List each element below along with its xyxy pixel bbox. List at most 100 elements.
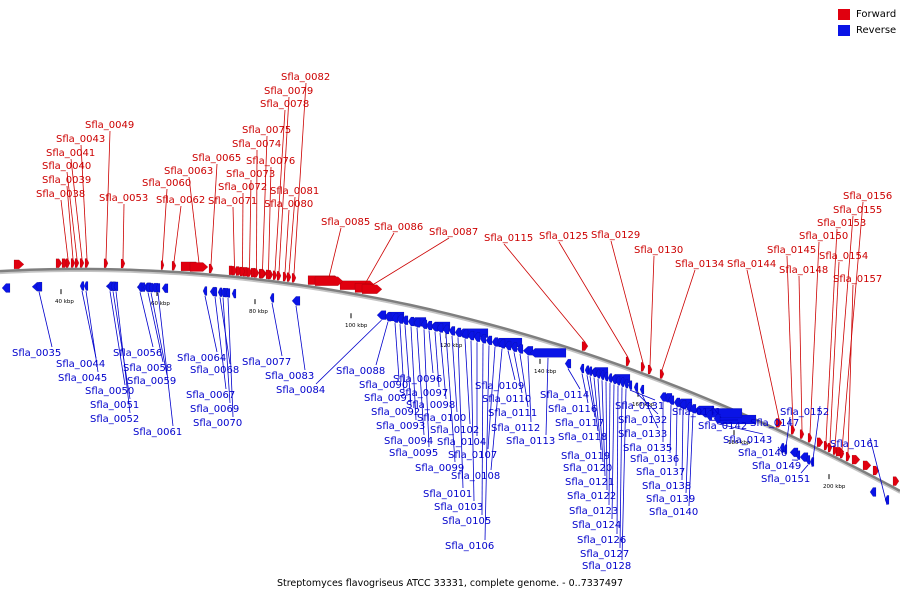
reverse-gene-arrow <box>713 413 721 424</box>
reverse-gene-arrow <box>83 281 89 291</box>
reverse-gene-label: Sfla_0138 <box>642 481 691 492</box>
reverse-gene-arrow <box>396 314 404 324</box>
forward-swatch <box>838 9 850 20</box>
forward-gene-arrow <box>189 262 209 272</box>
reverse-gene-leader <box>784 416 791 455</box>
forward-gene-label: Sfla_0071 <box>208 196 257 207</box>
forward-gene-label: Sfla_0153 <box>817 218 866 229</box>
scale-tick-label: 180 kbp <box>728 440 751 446</box>
reverse-gene-label: Sfla_0117 <box>555 418 604 429</box>
forward-gene-arrow <box>314 276 344 286</box>
reverse-gene-arrow <box>491 337 499 347</box>
reverse-gene-arrow <box>705 410 713 421</box>
forward-gene-arrow <box>286 272 292 282</box>
reverse-gene-label: Sfla_0149 <box>752 461 801 472</box>
forward-gene-leader <box>293 82 307 274</box>
forward-gene-label: Sfla_0053 <box>99 193 148 204</box>
reverse-gene-arrow <box>485 335 493 346</box>
reverse-gene-label: Sfla_0142 <box>698 421 747 432</box>
reverse-gene-label: Sfla_0133 <box>618 429 667 440</box>
forward-gene-arrow <box>74 258 80 268</box>
forward-gene-label: Sfla_0079 <box>264 86 313 97</box>
scale-tick-label: 60 kbp <box>151 301 170 307</box>
reverse-gene-label: Sfla_0122 <box>567 491 616 502</box>
forward-gene-arrow <box>862 460 872 471</box>
forward-gene-arrow <box>361 284 383 294</box>
forward-gene-label: Sfla_0074 <box>232 139 281 150</box>
reverse-gene-leader <box>410 326 417 421</box>
forward-gene-label: Sfla_0087 <box>429 227 478 238</box>
forward-gene-label: Sfla_0039 <box>42 175 91 186</box>
reverse-gene-leader <box>295 305 306 371</box>
reverse-gene-label: Sfla_0109 <box>475 381 524 392</box>
reverse-gene-label: Sfla_0058 <box>123 363 172 374</box>
reverse-gene-label: Sfla_0096 <box>393 374 442 385</box>
forward-gene-label: Sfla_0085 <box>321 217 370 228</box>
reverse-gene-label: Sfla_0077 <box>242 357 291 368</box>
reverse-gene-leader <box>416 327 425 436</box>
reverse-gene-arrow <box>454 327 462 338</box>
forward-gene-label: Sfla_0082 <box>281 72 330 83</box>
reverse-gene-arrow <box>591 367 597 378</box>
reverse-gene-label: Sfla_0069 <box>190 404 239 415</box>
reverse-gene-label: Sfla_0113 <box>506 436 555 447</box>
reverse-gene-label: Sfla_0092 <box>371 407 420 418</box>
forward-gene-label: Sfla_0150 <box>799 231 848 242</box>
forward-gene-leader <box>829 261 840 444</box>
forward-gene-leader <box>825 228 838 442</box>
reverse-gene-leader <box>464 339 471 425</box>
forward-gene-leader <box>262 135 268 270</box>
forward-gene-leader <box>364 232 395 285</box>
reverse-gene-arrow <box>231 288 237 299</box>
reverse-gene-label: Sfla_0106 <box>445 541 494 552</box>
forward-gene-label: Sfla_0078 <box>260 99 309 110</box>
reverse-gene-arrow <box>627 380 633 390</box>
forward-gene-label: Sfla_0130 <box>634 245 683 256</box>
legend-forward-label: Forward <box>856 9 897 20</box>
reverse-gene-label: Sfla_0104 <box>437 437 486 448</box>
reverse-gene-arrow <box>619 377 625 387</box>
reverse-gene-label: Sfla_0064 <box>177 353 226 364</box>
reverse-gene-label: Sfla_0151 <box>761 474 810 485</box>
reverse-gene-arrow <box>510 342 518 353</box>
reverse-gene-leader <box>81 290 97 359</box>
reverse-gene-arrow <box>869 487 877 497</box>
scale-tick-label: 80 kbp <box>249 309 268 315</box>
forward-gene-arrow <box>647 364 653 375</box>
forward-gene-leader <box>105 130 111 260</box>
forward-gene-leader <box>834 215 854 447</box>
reverse-gene-arrow <box>384 311 392 322</box>
reverse-gene-label: Sfla_0108 <box>451 471 500 482</box>
forward-gene-label: Sfla_0072 <box>218 182 267 193</box>
forward-gene-label: Sfla_0080 <box>264 199 313 210</box>
reverse-gene-arrow <box>155 283 161 293</box>
forward-gene-arrow <box>272 270 278 281</box>
reverse-gene-leader <box>428 330 434 374</box>
forward-gene-arrow <box>239 266 246 277</box>
reverse-gene-label: Sfla_0111 <box>488 408 537 419</box>
forward-gene-label: Sfla_0154 <box>819 251 868 262</box>
scale-tick-label: 40 kbp <box>55 299 74 305</box>
reverse-gene-leader <box>527 355 532 423</box>
legend-forward: Forward <box>838 9 896 20</box>
forward-gene-arrow <box>70 258 76 268</box>
reverse-gene-arrow <box>79 281 85 291</box>
forward-gene-label: Sfla_0060 <box>142 178 191 189</box>
reverse-gene-arrow <box>607 373 613 383</box>
reverse-gene-leader <box>811 405 821 467</box>
reverse-gene-label: Sfla_0094 <box>384 436 433 447</box>
forward-gene-leader <box>66 171 78 260</box>
reverse-gene-leader <box>581 373 589 404</box>
reverse-gene-arrow <box>639 384 645 395</box>
reverse-gene-leader <box>109 291 126 386</box>
forward-gene-arrow <box>659 369 665 379</box>
reverse-gene-label: Sfla_0045 <box>58 373 107 384</box>
reverse-gene-label: Sfla_0147 <box>750 418 799 429</box>
reverse-gene-arrow <box>161 283 169 293</box>
reverse-gene-label: Sfla_0152 <box>780 407 829 418</box>
forward-gene-leader <box>746 269 780 419</box>
reverse-gene-arrow <box>413 318 421 328</box>
forward-gene-label: Sfla_0041 <box>46 148 95 159</box>
forward-gene-leader <box>503 243 586 343</box>
reverse-gene-leader <box>507 350 516 381</box>
